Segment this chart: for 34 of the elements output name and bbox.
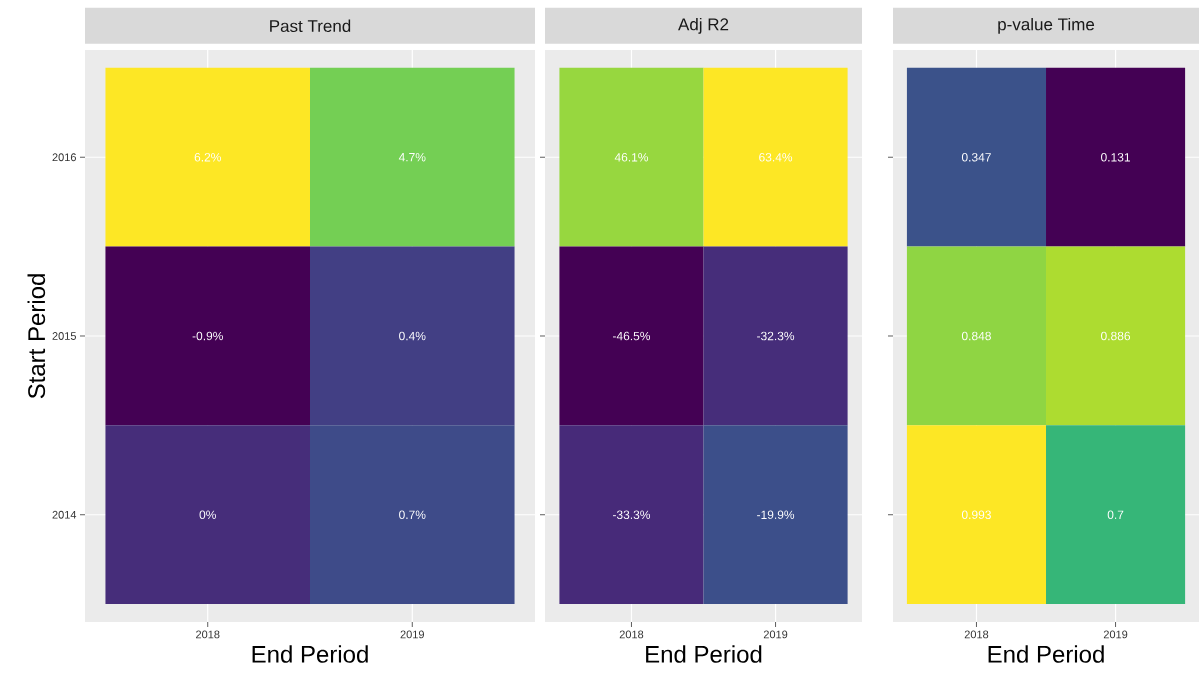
chart-title: p-value Time (998, 17, 1095, 34)
x-tick-label: 2019 (763, 630, 788, 639)
data-label: 63.4% (759, 153, 793, 162)
data-label: 0.993 (961, 510, 991, 519)
data-label: -19.9% (757, 510, 795, 519)
data-label: 4.7% (398, 153, 426, 162)
y-tick-label: 2016 (52, 153, 76, 162)
chart-title: Past Trend (270, 19, 351, 33)
x-axis-title: End Period (252, 645, 368, 663)
data-label: 0.886 (1101, 331, 1131, 341)
x-tick-label: 2018 (619, 630, 644, 639)
x-tick-label: 2018 (964, 630, 989, 639)
data-label: -33.3% (612, 510, 651, 519)
x-axis-title: End Period (646, 645, 762, 663)
data-label: 0.4% (399, 331, 426, 341)
data-label: 0.347 (961, 153, 991, 162)
data-label: 0% (199, 510, 216, 519)
data-label: 0.848 (961, 331, 991, 341)
data-label: -46.5% (612, 331, 651, 341)
data-label: 0.131 (1101, 153, 1130, 162)
data-label: 46.1% (614, 153, 649, 162)
data-label: 0.7 (1107, 510, 1124, 519)
x-tick-label: 2018 (196, 630, 220, 639)
y-tick-label: 2015 (52, 332, 76, 340)
x-tick-label: 2019 (400, 630, 424, 639)
x-tick-label: 2019 (1103, 630, 1128, 639)
y-axis-title: Start Period (27, 274, 46, 399)
data-label: -0.9% (192, 331, 223, 341)
chart-title: Adj R2 (678, 17, 729, 34)
data-label: 0.7% (399, 510, 426, 519)
data-label: -32.3% (757, 331, 795, 341)
x-axis-title: End Period (988, 645, 1104, 663)
y-tick-label: 2014 (52, 510, 77, 519)
data-label: 6.2% (194, 153, 221, 162)
